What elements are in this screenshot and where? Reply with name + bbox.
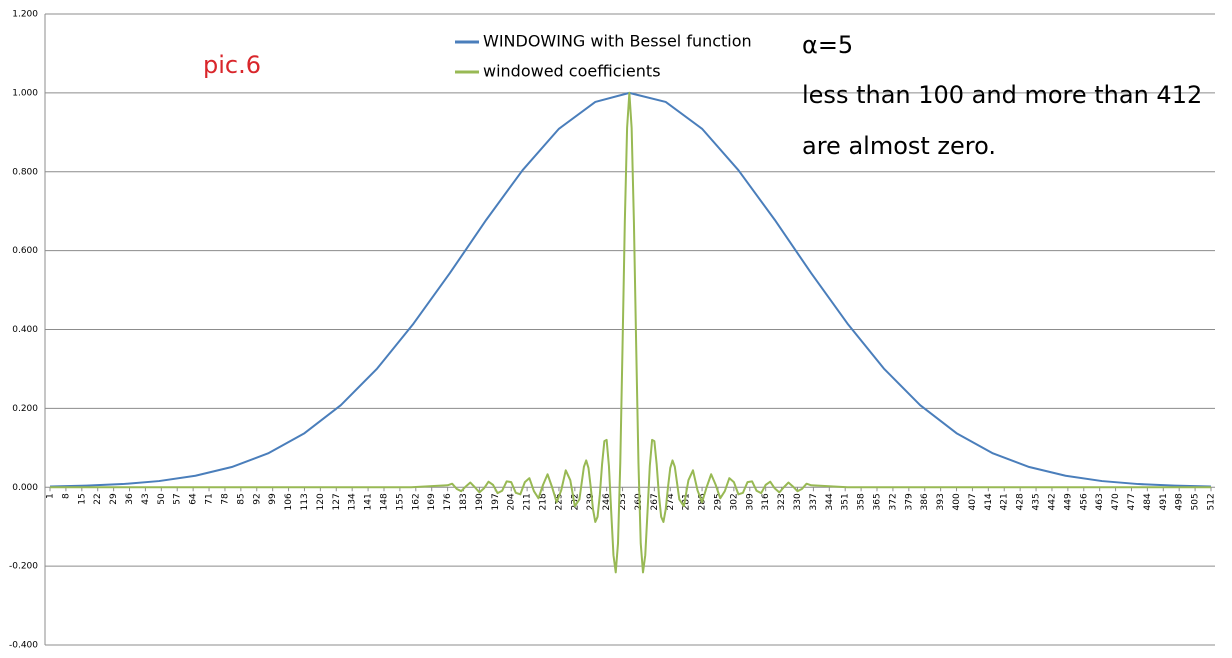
x-tick-label: 176 <box>443 493 453 510</box>
x-tick-label: 274 <box>666 493 676 510</box>
x-tick-label: 8 <box>61 493 71 499</box>
x-tick-label: 120 <box>316 493 326 510</box>
x-tick-label: 323 <box>777 493 787 510</box>
x-tick-label: 330 <box>793 493 803 510</box>
x-tick-label: 407 <box>968 493 978 510</box>
x-tick-label: 141 <box>364 493 374 510</box>
y-tick-label: 0.600 <box>12 246 38 256</box>
x-tick-label: 428 <box>1016 493 1026 510</box>
x-tick-label: 78 <box>220 493 230 505</box>
x-tick-label: 169 <box>427 493 437 510</box>
x-tick-label: 477 <box>1127 493 1137 510</box>
x-tick-label: 155 <box>395 493 405 510</box>
x-tick-label: 400 <box>952 493 962 510</box>
x-tick-label: 435 <box>1032 493 1042 510</box>
x-tick-label: 456 <box>1079 493 1089 510</box>
x-tick-label: 379 <box>904 493 914 510</box>
x-tick-label: 393 <box>936 493 946 510</box>
x-tick-label: 232 <box>570 493 580 510</box>
x-tick-label: 449 <box>1063 493 1073 510</box>
annotation: pic.6 <box>203 51 261 79</box>
y-tick-label: 1.000 <box>12 88 38 98</box>
x-tick-label: 302 <box>729 493 739 510</box>
x-tick-label: 344 <box>825 493 835 510</box>
x-tick-label: 204 <box>507 493 517 510</box>
x-tick-label: 484 <box>1143 493 1153 510</box>
x-tick-label: 29 <box>109 493 119 505</box>
x-tick-label: 253 <box>618 493 628 510</box>
x-tick-label: 281 <box>682 493 692 510</box>
x-tick-label: 337 <box>809 493 819 510</box>
x-tick-label: 386 <box>920 493 930 510</box>
x-tick-label: 92 <box>252 493 262 504</box>
y-tick-label: 0.800 <box>12 167 38 177</box>
legend-label: windowed coefficients <box>483 62 661 81</box>
x-tick-label: 148 <box>379 493 389 510</box>
x-tick-label: 358 <box>857 493 867 510</box>
x-tick-label: 134 <box>348 493 358 510</box>
x-tick-label: 50 <box>157 493 167 505</box>
y-tick-label: -0.200 <box>9 562 38 572</box>
x-tick-label: 15 <box>77 493 87 504</box>
x-tick-label: 218 <box>539 493 549 510</box>
x-tick-label: 64 <box>189 493 199 505</box>
x-tick-label: 470 <box>1111 493 1121 510</box>
x-tick-label: 295 <box>713 493 723 510</box>
x-tick-label: 316 <box>761 493 771 510</box>
x-tick-label: 491 <box>1159 493 1169 510</box>
x-tick-label: 127 <box>332 493 342 510</box>
annotation: α=5 <box>802 31 853 59</box>
y-tick-label: 0.000 <box>12 483 38 493</box>
x-tick-label: 442 <box>1047 493 1057 510</box>
x-tick-label: 512 <box>1207 493 1217 510</box>
x-tick-label: 372 <box>888 493 898 510</box>
x-tick-label: 498 <box>1175 493 1185 510</box>
x-tick-label: 113 <box>300 493 310 510</box>
x-tick-label: 351 <box>841 493 851 510</box>
x-tick-label: 463 <box>1095 493 1105 510</box>
x-tick-label: 71 <box>205 493 215 504</box>
y-tick-label: 0.400 <box>12 325 38 335</box>
x-tick-label: 22 <box>93 493 103 504</box>
x-tick-label: 246 <box>602 493 612 510</box>
x-tick-label: 505 <box>1191 493 1201 510</box>
x-tick-label: 421 <box>1000 493 1010 510</box>
x-tick-label: 225 <box>554 493 564 510</box>
x-tick-label: 43 <box>141 493 151 504</box>
series-line <box>50 91 1211 574</box>
x-tick-label: 365 <box>873 493 883 510</box>
x-tick-label: 183 <box>459 493 469 510</box>
x-tick-label: 85 <box>236 493 246 504</box>
x-tick-label: 57 <box>173 493 183 504</box>
annotation: are almost zero. <box>802 132 996 160</box>
x-tick-label: 1 <box>46 493 56 499</box>
x-tick-label: 99 <box>268 493 278 505</box>
y-tick-label: 0.200 <box>12 404 38 414</box>
y-tick-label: -0.400 <box>9 641 38 651</box>
legend-label: WINDOWING with Bessel function <box>483 32 752 51</box>
x-tick-label: 414 <box>984 493 994 510</box>
x-tick-label: 106 <box>284 493 294 510</box>
x-tick-label: 197 <box>491 493 501 510</box>
x-tick-label: 36 <box>125 493 135 505</box>
annotation: less than 100 and more than 412 <box>802 81 1202 109</box>
x-tick-label: 190 <box>475 493 485 510</box>
y-tick-label: 1.200 <box>12 10 38 20</box>
x-tick-label: 267 <box>650 493 660 510</box>
x-tick-label: 162 <box>411 493 421 510</box>
x-tick-label: 211 <box>523 493 533 510</box>
x-tick-label: 309 <box>745 493 755 510</box>
